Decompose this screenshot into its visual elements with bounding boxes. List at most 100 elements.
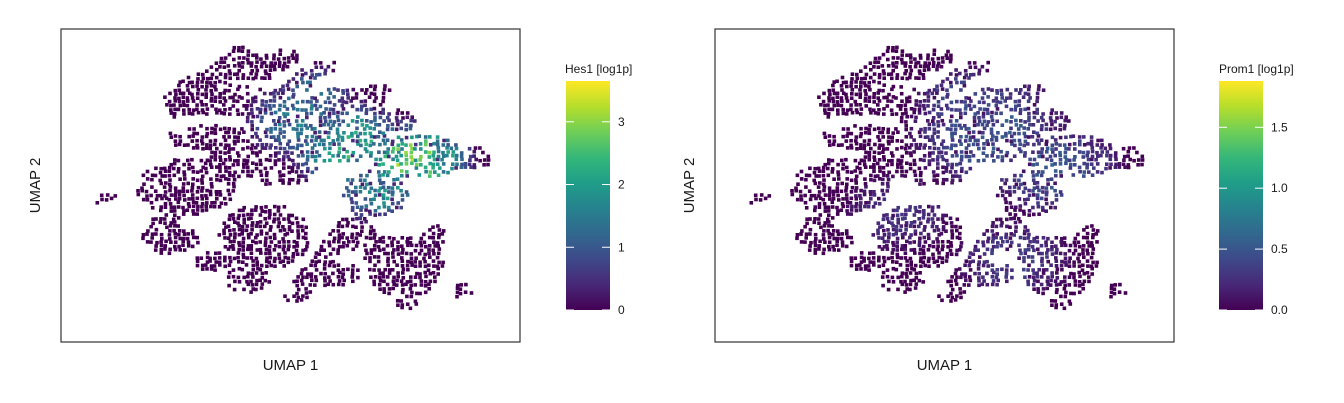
- cell-point: [912, 110, 916, 115]
- cell-point: [350, 271, 355, 276]
- cell-point: [382, 134, 387, 138]
- cell-point: [854, 181, 858, 185]
- cell-point: [222, 174, 226, 178]
- cell-point: [977, 146, 981, 151]
- cell-point: [372, 87, 377, 92]
- cell-point: [927, 256, 931, 261]
- cell-point: [804, 177, 808, 182]
- cell-point: [935, 237, 939, 241]
- cell-point: [886, 184, 890, 189]
- cell-point: [264, 104, 268, 108]
- cell-point: [827, 88, 832, 93]
- cell-point: [155, 193, 160, 198]
- cell-point: [1017, 131, 1021, 136]
- cell-point: [301, 235, 306, 240]
- cell-point: [950, 143, 954, 147]
- cell-point: [218, 178, 223, 183]
- cell-point: [808, 197, 813, 202]
- cell-point: [927, 151, 932, 155]
- cell-point: [346, 96, 350, 100]
- cell-point: [237, 64, 242, 68]
- cell-point: [363, 243, 367, 248]
- cell-point: [1063, 283, 1067, 288]
- cell-point: [1027, 162, 1032, 167]
- cell-point: [863, 130, 868, 135]
- cell-point: [969, 99, 973, 103]
- cell-point: [336, 134, 341, 138]
- cell-point: [1008, 193, 1012, 197]
- cell-point: [1026, 87, 1031, 92]
- cell-point: [854, 178, 858, 182]
- cell-point: [869, 173, 873, 178]
- cell-point: [291, 56, 295, 60]
- cell-point: [241, 45, 245, 50]
- cell-point: [373, 263, 377, 268]
- cell-point: [263, 278, 268, 283]
- cell-point: [887, 141, 891, 146]
- cell-point: [335, 131, 340, 135]
- cell-point: [826, 166, 830, 171]
- cell-point: [900, 169, 904, 174]
- cell-point: [1004, 134, 1008, 138]
- cell-point: [1004, 96, 1009, 100]
- cell-point: [178, 177, 182, 181]
- cell-point: [359, 173, 363, 178]
- cell-point: [1039, 150, 1044, 155]
- cell-point: [163, 169, 168, 173]
- cell-point: [940, 56, 945, 60]
- cell-point: [878, 225, 882, 229]
- cell-point: [142, 182, 146, 186]
- cell-point: [941, 213, 945, 218]
- cell-point: [372, 106, 377, 111]
- cell-point: [981, 240, 985, 244]
- cell-point: [1063, 294, 1068, 299]
- cell-point: [145, 198, 150, 202]
- cell-point: [233, 135, 237, 139]
- cell-point: [946, 239, 951, 244]
- cell-point: [263, 130, 268, 134]
- cell-point: [409, 150, 414, 155]
- cell-point: [891, 68, 895, 73]
- cell-point: [958, 231, 962, 236]
- cell-point: [231, 181, 236, 186]
- cell-point: [237, 46, 241, 50]
- cell-point: [1022, 181, 1027, 186]
- cell-point: [340, 135, 345, 140]
- cell-point: [936, 166, 940, 170]
- cell-point: [955, 153, 959, 158]
- cell-point: [328, 252, 333, 256]
- cell-point: [1077, 284, 1082, 288]
- cell-point: [854, 189, 858, 193]
- cell-point: [246, 57, 250, 62]
- cell-point: [414, 302, 419, 306]
- cell-point: [845, 200, 850, 205]
- cell-point: [877, 108, 881, 112]
- cell-point: [296, 229, 300, 233]
- cell-point: [798, 189, 803, 194]
- cell-point: [199, 124, 203, 128]
- cell-point: [905, 267, 910, 272]
- cell-point: [1053, 162, 1057, 166]
- cell-point: [1000, 221, 1004, 225]
- cell-point: [327, 151, 332, 155]
- colorbar: [566, 81, 610, 310]
- cell-point: [936, 120, 940, 124]
- cell-point: [396, 271, 400, 275]
- cell-point: [940, 298, 944, 303]
- cell-point: [844, 112, 849, 116]
- cell-point: [1044, 201, 1049, 206]
- cell-point: [886, 45, 891, 50]
- cell-point: [830, 224, 834, 228]
- cell-point: [959, 275, 963, 280]
- cell-point: [867, 84, 871, 89]
- cell-point: [919, 178, 923, 183]
- cell-point: [1082, 279, 1087, 284]
- cell-point: [260, 178, 265, 183]
- cell-point: [1095, 229, 1100, 233]
- cell-point: [862, 189, 867, 194]
- cell-point: [1022, 267, 1026, 272]
- cell-point: [255, 114, 260, 119]
- cell-point: [303, 267, 308, 271]
- cell-point: [223, 126, 227, 131]
- cell-point: [882, 197, 887, 202]
